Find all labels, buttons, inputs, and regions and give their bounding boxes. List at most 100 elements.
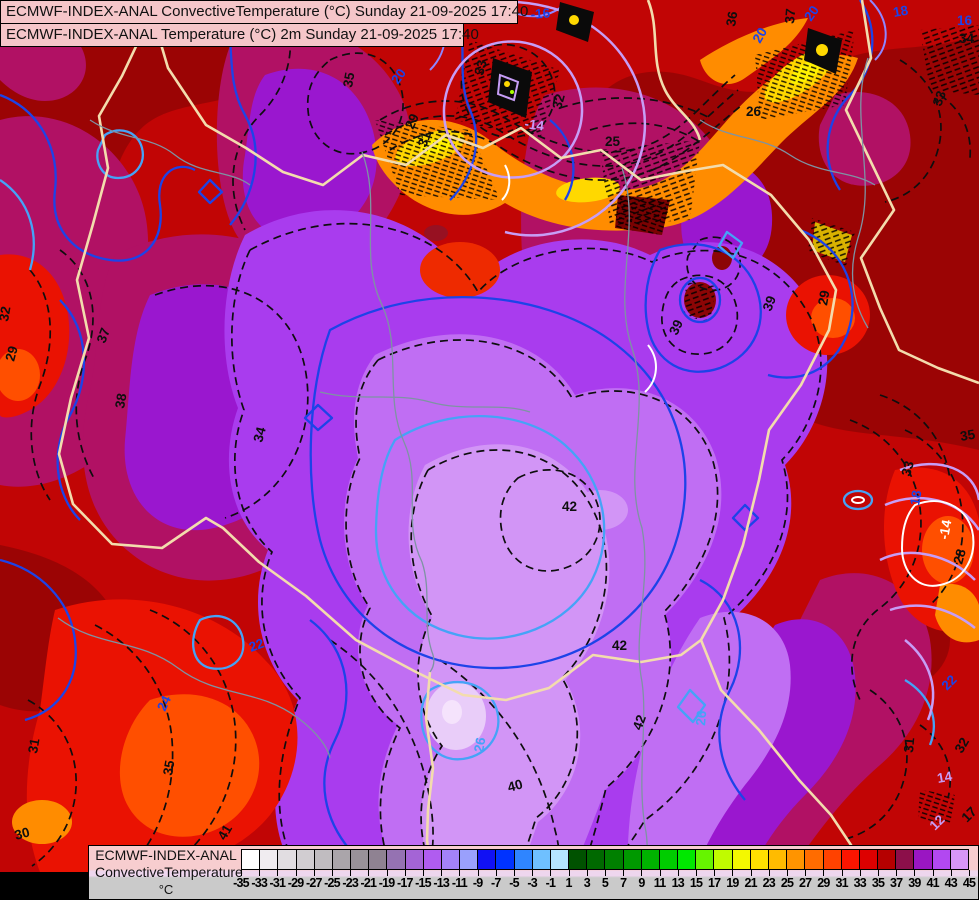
legend-tick [914,870,916,876]
river-lines [57,57,876,873]
legend-color-cell [878,850,897,869]
contour-label: 25 [605,134,621,149]
legend-color-cell [932,850,951,869]
legend-tick-label: 25 [780,876,794,890]
legend-color-cell [678,850,697,869]
legend-color-cell [514,850,533,869]
legend-tick [532,870,534,876]
contour-label: 41 [215,822,236,843]
legend-tick [896,870,898,876]
legend-tick-label: -15 [415,876,431,890]
legend-tick-label: 31 [835,876,848,890]
legend-unit: °C [158,882,174,897]
contour-label: 20 [801,3,822,24]
legend-tick-label: -17 [396,876,413,890]
legend-color-cell [659,850,679,869]
legend-tick-label: -23 [342,876,359,890]
legend-tick-label: -33 [251,876,268,890]
legend-color-cell [478,850,497,869]
contour-label: 18 [907,489,924,507]
legend-color-cell [332,850,352,869]
legend-color-cell [641,850,660,869]
legend-tick [859,870,861,876]
contour-label: 37 [782,8,798,24]
contour-label: 37 [94,326,113,345]
legend-color-cell [841,850,860,869]
legend-color-cell [423,850,442,869]
legend-tick-label: 29 [817,876,830,890]
legend-tick-label: -7 [491,876,501,890]
color-scale-bar [241,849,969,870]
legend-tick-label: 27 [799,876,812,890]
legend-tick [732,870,734,876]
legend-tick-label: 39 [908,876,921,890]
legend-tick-label: 23 [762,876,776,890]
legend-color-cell [605,850,624,869]
legend-tick [350,870,352,876]
legend-tick [368,870,370,876]
title-convective-temperature: ECMWF-INDEX-ANAL ConvectiveTemperature (… [0,0,528,24]
legend-tick [950,870,952,876]
contour-label: -16 [530,5,551,22]
legend-color-cell [569,850,588,869]
legend-tick-label: 9 [638,876,645,890]
legend-tick [696,870,697,876]
legend-color-cell [532,850,551,869]
legend-tick-label: 11 [653,876,666,890]
legend-tick [750,870,752,876]
legend-tick-label: -31 [269,876,286,890]
legend-tick [932,870,934,876]
legend-color-cell [260,850,279,869]
legend-tick [550,870,552,876]
legend-color-cell [460,850,479,869]
legend-tick-label: -35 [233,876,249,890]
legend-color-cell [768,850,788,869]
contour-label: 33 [471,58,490,77]
contour-label: 35 [340,71,357,89]
legend-tick-label: 3 [583,876,591,890]
contour-label: 29 [815,289,832,306]
legend-tick [332,870,333,876]
legend-tick [714,870,716,876]
contour-label: -14 [524,116,546,134]
legend-tick-label: -27 [305,876,322,890]
contour-label: 38 [112,392,129,410]
legend-tick-label: -13 [433,876,450,890]
contour-label: 36 [723,10,740,28]
contour-label: 16 [957,13,973,28]
legend-tick-label: -25 [324,876,340,890]
legend-tick [659,870,661,876]
contour-label: 31 [415,129,434,149]
legend-color-cell [550,850,570,869]
legend-color-cell [387,850,406,869]
contour-label: 35 [959,426,977,443]
legend-color-cell [896,850,915,869]
legend-color-cell [623,850,642,869]
contour-label: 35 [160,759,177,777]
contour-label: 32 [549,92,567,110]
legend-caption: ECMWF-INDEX-ANAL ConvectiveTemperature °… [95,847,243,898]
legend-tick-label: 37 [890,876,903,890]
legend-color-cell [823,850,842,869]
contour-label: 39 [666,317,686,337]
contour-label: 34 [959,31,975,46]
legend-color-cell [787,850,806,869]
legend-tick [386,870,388,876]
legend-tick-label: 43 [944,876,958,890]
legend-tick-label: -1 [545,876,556,890]
legend-color-cell [914,850,933,869]
legend-tick-label: 7 [620,876,627,890]
legend-color-cell [296,850,315,869]
legend-tick [805,870,807,876]
legend-tick-label: -11 [451,876,468,890]
legend-tick [241,870,242,876]
color-scale-legend: ECMWF-INDEX-ANAL ConvectiveTemperature °… [88,845,979,900]
legend-tick-label: 15 [689,876,703,890]
legend-tick [969,870,970,876]
contour-label: 26 [471,736,488,754]
contour-label: 29 [2,344,20,362]
legend-tick-label: 45 [962,876,976,890]
legend-tick-label: -19 [378,876,395,890]
